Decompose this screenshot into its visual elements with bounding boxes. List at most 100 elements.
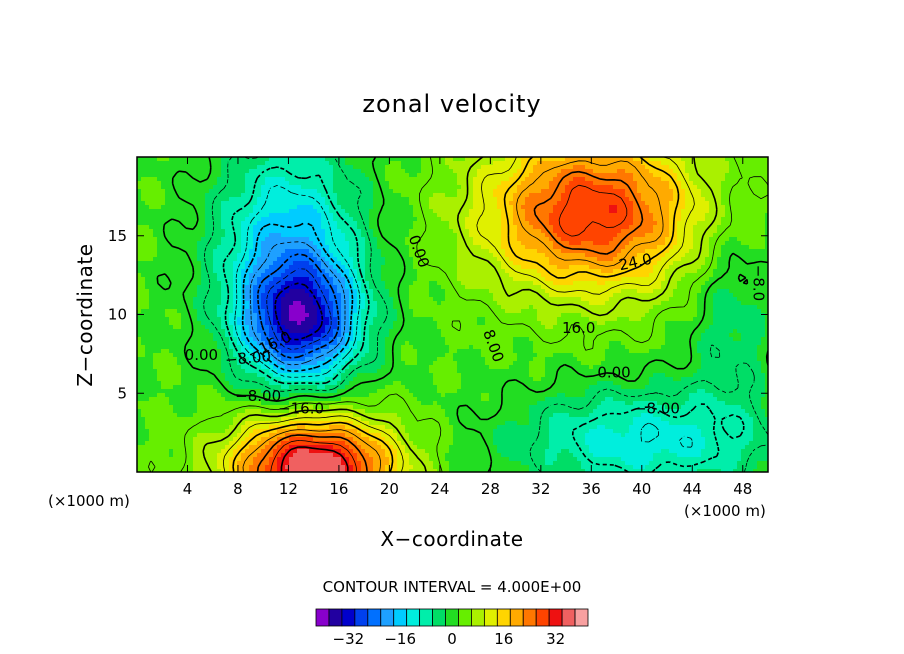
field-cell xyxy=(577,197,582,202)
field-cell xyxy=(221,237,226,242)
field-cell xyxy=(453,177,458,182)
field-cell xyxy=(673,185,678,190)
field-cell xyxy=(317,217,322,222)
field-cell xyxy=(225,229,230,234)
field-cell xyxy=(521,185,526,190)
field-cell xyxy=(401,269,406,274)
field-cell xyxy=(217,201,222,206)
field-cell xyxy=(521,245,526,250)
field-cell xyxy=(265,237,270,242)
field-cell xyxy=(433,245,438,250)
field-cell xyxy=(673,257,678,262)
field-cell xyxy=(497,221,502,226)
field-cell xyxy=(649,177,654,182)
field-cell xyxy=(437,193,442,198)
field-cell xyxy=(385,265,390,270)
field-cell xyxy=(537,173,542,178)
field-cell xyxy=(209,281,214,286)
field-cell xyxy=(265,253,270,258)
field-cell xyxy=(457,273,462,278)
field-cell xyxy=(385,221,390,226)
field-cell xyxy=(553,233,558,238)
field-cell xyxy=(497,245,502,250)
field-cell xyxy=(313,197,318,202)
field-cell xyxy=(613,249,618,254)
field-cell xyxy=(213,253,218,258)
field-cell xyxy=(193,197,198,202)
field-cell xyxy=(601,261,606,266)
field-cell xyxy=(665,169,670,174)
field-cell xyxy=(565,237,570,242)
field-cell xyxy=(189,213,194,218)
field-cell xyxy=(737,213,742,218)
field-cell xyxy=(349,253,354,258)
field-cell xyxy=(361,281,366,286)
field-cell xyxy=(405,245,410,250)
field-cell xyxy=(709,273,714,278)
field-cell xyxy=(481,229,486,234)
field-cell xyxy=(681,269,686,274)
field-cell xyxy=(465,165,470,170)
field-cell xyxy=(557,249,562,254)
field-cell xyxy=(361,241,366,246)
field-cell xyxy=(293,157,298,162)
field-cell xyxy=(761,213,766,218)
field-cell xyxy=(485,201,490,206)
field-cell xyxy=(397,245,402,250)
field-cell xyxy=(269,237,274,242)
field-cell xyxy=(369,233,374,238)
field-cell xyxy=(565,181,570,186)
field-cell xyxy=(333,261,338,266)
field-cell xyxy=(413,269,418,274)
field-cell xyxy=(625,197,630,202)
field-cell xyxy=(641,189,646,194)
field-cell xyxy=(533,233,538,238)
field-cell xyxy=(317,265,322,270)
field-cell xyxy=(445,237,450,242)
field-cell xyxy=(577,157,582,162)
field-cell xyxy=(421,249,426,254)
field-cell xyxy=(413,261,418,266)
field-cell xyxy=(657,173,662,178)
field-cell xyxy=(505,221,510,226)
field-cell xyxy=(613,165,618,170)
field-cell xyxy=(437,201,442,206)
field-cell xyxy=(613,241,618,246)
field-cell xyxy=(145,221,150,226)
field-cell xyxy=(705,193,710,198)
field-cell xyxy=(481,169,486,174)
field-cell xyxy=(493,269,498,274)
field-cell xyxy=(497,217,502,222)
field-cell xyxy=(173,273,178,278)
field-cell xyxy=(345,213,350,218)
field-cell xyxy=(589,197,594,202)
field-cell xyxy=(349,193,354,198)
field-cell xyxy=(673,193,678,198)
field-cell xyxy=(641,225,646,230)
field-cell xyxy=(353,201,358,206)
field-cell xyxy=(377,273,382,278)
field-cell xyxy=(617,185,622,190)
field-cell xyxy=(645,241,650,246)
field-cell xyxy=(217,233,222,238)
field-cell xyxy=(429,181,434,186)
field-cell xyxy=(333,273,338,278)
field-cell xyxy=(173,165,178,170)
field-cell xyxy=(293,277,298,282)
field-cell xyxy=(513,257,518,262)
field-cell xyxy=(481,269,486,274)
field-cell xyxy=(573,205,578,210)
field-cell xyxy=(537,241,542,246)
field-cell xyxy=(385,177,390,182)
field-cell xyxy=(617,273,622,278)
field-cell xyxy=(341,193,346,198)
field-cell xyxy=(729,265,734,270)
field-cell xyxy=(181,197,186,202)
field-cell xyxy=(153,225,158,230)
field-cell xyxy=(733,265,738,270)
field-cell xyxy=(229,217,234,222)
field-cell xyxy=(345,281,350,286)
field-cell xyxy=(701,197,706,202)
field-cell xyxy=(625,189,630,194)
field-cell xyxy=(437,241,442,246)
